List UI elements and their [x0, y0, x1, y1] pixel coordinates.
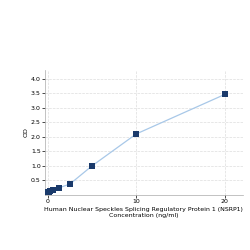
Point	[90, 164, 94, 168]
Point	[47, 190, 51, 194]
Point	[51, 188, 55, 192]
Y-axis label: OD: OD	[23, 128, 28, 138]
Point	[57, 186, 61, 190]
Point	[48, 189, 52, 193]
X-axis label: Human Nuclear Speckles Splicing Regulatory Protein 1 (NSRP1)
Concentration (ng/m: Human Nuclear Speckles Splicing Regulato…	[44, 207, 243, 218]
Point	[223, 92, 227, 96]
Point	[68, 182, 72, 186]
Point	[134, 132, 138, 136]
Point	[46, 190, 50, 194]
